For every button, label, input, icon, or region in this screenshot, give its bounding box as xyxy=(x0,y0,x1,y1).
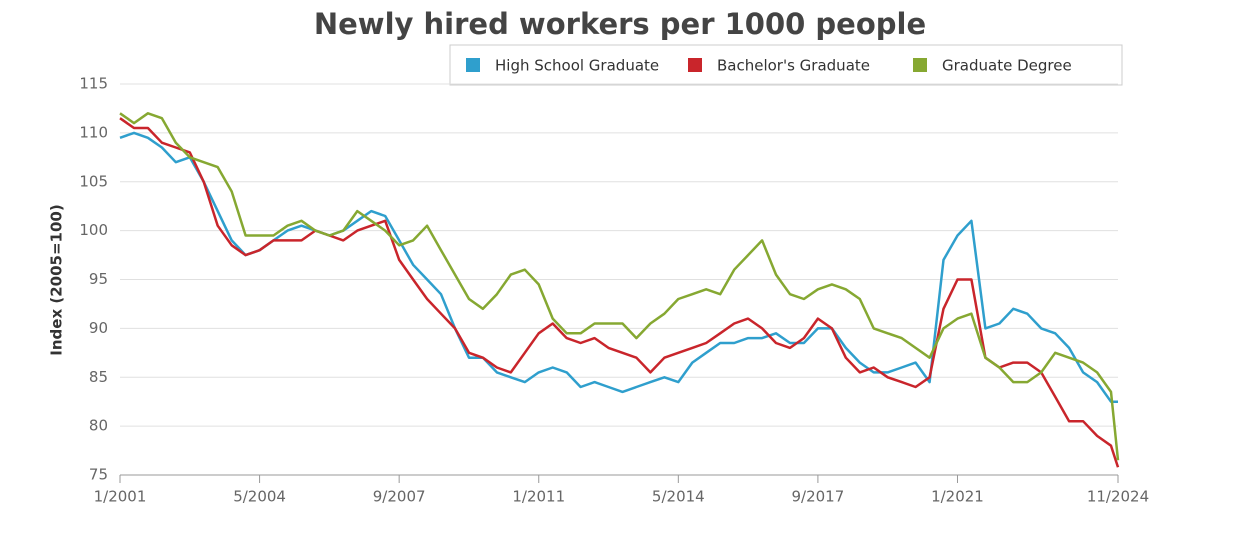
legend-label: Bachelor's Graduate xyxy=(717,57,870,75)
y-tick-label: 110 xyxy=(79,123,108,141)
legend-swatch xyxy=(913,58,927,72)
x-tick-label: 1/2001 xyxy=(94,488,147,506)
y-tick-label: 115 xyxy=(79,75,108,93)
y-axis-label: Index (2005=100) xyxy=(48,204,66,355)
y-tick-label: 75 xyxy=(89,466,108,484)
x-tick-label: 1/2021 xyxy=(931,488,984,506)
legend-label: High School Graduate xyxy=(495,57,659,75)
legend-box xyxy=(449,44,1123,86)
y-tick-label: 100 xyxy=(79,221,108,239)
x-tick-label: 9/2007 xyxy=(373,488,426,506)
y-tick-label: 95 xyxy=(89,270,108,288)
y-tick-label: 105 xyxy=(79,172,108,190)
series-line xyxy=(119,117,1120,468)
x-tick-label: 9/2017 xyxy=(792,488,845,506)
legend-swatch xyxy=(688,58,702,72)
y-tick-label: 90 xyxy=(89,319,108,337)
legend-swatch xyxy=(466,58,480,72)
y-tick-label: 80 xyxy=(89,417,108,435)
x-tick-label: 1/2011 xyxy=(512,488,565,506)
chart-title: Newly hired workers per 1000 people xyxy=(314,7,926,41)
series-line xyxy=(119,131,1118,403)
legend-label: Graduate Degree xyxy=(942,57,1072,75)
x-tick-label: 11/2024 xyxy=(1087,488,1149,506)
x-tick-label: 5/2004 xyxy=(233,488,286,506)
series-line xyxy=(119,112,1120,461)
y-tick-label: 85 xyxy=(89,368,108,386)
x-tick-label: 5/2014 xyxy=(652,488,705,506)
